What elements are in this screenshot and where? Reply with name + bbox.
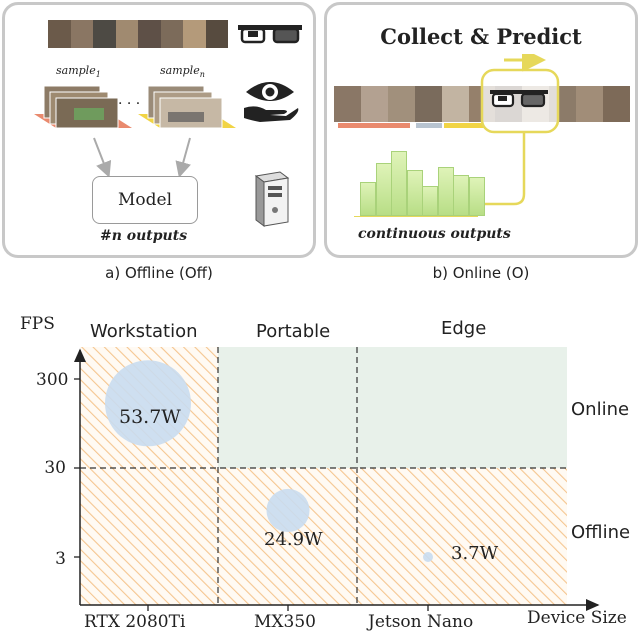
x-tick-label-mx350: MX350 <box>254 612 316 632</box>
online-title: Collect & Predict <box>380 24 582 49</box>
bubble-label-rtx2080ti: 53.7W <box>119 406 181 428</box>
row-label-offline: Offline <box>571 522 631 543</box>
model-label: Model <box>117 190 173 210</box>
sample-first-label: sample1 <box>56 64 101 80</box>
output-bar <box>375 163 392 216</box>
x-tick-label-rtx2080ti: RTX 2080Ti <box>84 612 186 632</box>
output-bar <box>406 170 423 216</box>
output-bar <box>437 167 454 216</box>
online-segment-bars <box>338 123 538 128</box>
bubble-label-jetson-nano: 3.7W <box>451 543 499 564</box>
column-label-edge: Edge <box>441 318 487 339</box>
y-axis-title: FPS <box>20 314 55 334</box>
offline-hatch-bottom <box>80 468 567 605</box>
offline-outputs-label: #n outputs <box>100 228 188 244</box>
output-bar <box>422 186 438 216</box>
x-axis-title: Device Size <box>527 608 627 628</box>
power-bubble <box>105 360 191 447</box>
output-bar <box>391 151 407 216</box>
sample-to-model-arrows <box>93 137 191 178</box>
bubble-label-mx350: 24.9W <box>264 529 323 550</box>
online-window-highlight <box>478 54 560 206</box>
sample-last-stack <box>138 85 236 129</box>
y-tick-label-30: 30 <box>44 458 66 478</box>
sample-first-stack <box>34 85 132 129</box>
online-outputs-label: continuous outputs <box>358 226 511 242</box>
smart-glasses-icon <box>490 90 548 108</box>
power-bubble <box>266 488 310 532</box>
power-bubble <box>423 552 433 562</box>
y-tick-label-3: 3 <box>55 549 66 569</box>
row-label-online: Online <box>571 399 630 420</box>
workstation-tower-icon <box>254 171 290 227</box>
bars-baseline <box>354 216 478 217</box>
output-bar <box>468 177 485 216</box>
online-region <box>218 347 567 468</box>
y-tick-label-300: 300 <box>36 370 69 390</box>
online-caption: b) Online (O) <box>432 264 530 282</box>
continuous-output-bars <box>360 140 500 216</box>
ellipsis: · · · <box>118 96 141 112</box>
output-bar <box>453 175 469 216</box>
smart-glasses-icon <box>238 25 302 44</box>
sample-last-label: samplen <box>160 64 205 80</box>
device-fps-chart <box>74 347 600 611</box>
model-box: Model <box>92 176 198 224</box>
eye-in-hand-icon <box>244 82 299 122</box>
column-label-portable: Portable <box>256 321 331 342</box>
column-label-workstation: Workstation <box>90 321 198 342</box>
x-tick-label-jetson-nano: Jetson Nano <box>368 612 474 632</box>
offline-frame-strip <box>48 20 228 48</box>
offline-caption: a) Offline (Off) <box>105 264 213 282</box>
output-bar <box>360 182 376 216</box>
